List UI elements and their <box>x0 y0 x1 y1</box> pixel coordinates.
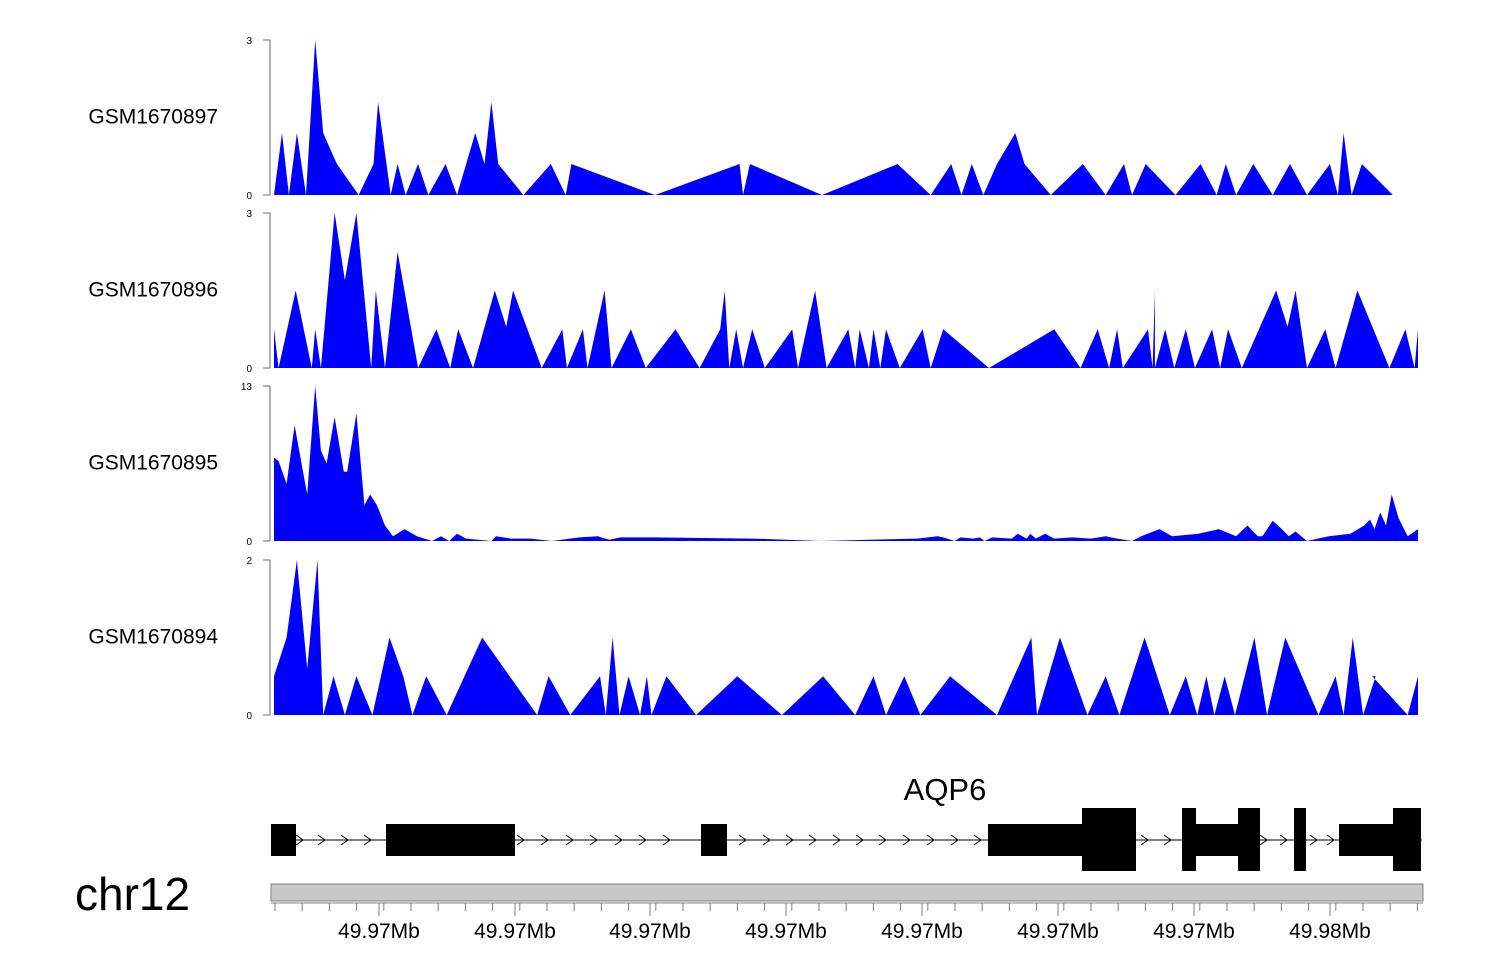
x-tick-label: 49.97Mb <box>745 920 827 943</box>
gene-model-track: AQP6 <box>271 772 1422 871</box>
coverage-area <box>274 560 1418 715</box>
strand-arrow <box>855 834 864 846</box>
strand-arrow <box>785 834 794 846</box>
exon-block <box>1393 808 1421 871</box>
strand-arrow <box>1279 834 1288 846</box>
coverage-area <box>274 40 1393 195</box>
x-tick-label: 49.97Mb <box>338 920 420 943</box>
strand-arrow <box>973 834 982 846</box>
y-tick-label-min: 0 <box>246 537 252 548</box>
strand-arrow <box>950 834 959 846</box>
x-tick-label: 49.97Mb <box>474 920 556 943</box>
strand-arrow <box>638 834 647 846</box>
y-tick-label-min: 0 <box>246 191 252 202</box>
x-tick-label: 49.98Mb <box>1289 920 1371 943</box>
track-label: GSM1670897 <box>88 106 218 129</box>
strand-arrow <box>878 834 887 846</box>
chromosome-label: chr12 <box>75 868 190 920</box>
exon-block <box>1182 808 1196 871</box>
strand-arrow <box>808 834 817 846</box>
strand-arrow <box>363 834 372 846</box>
genome-axis: 49.97Mb 49.97Mb 49.97Mb 49.97Mb 49.97Mb 49.97… <box>271 902 1423 943</box>
strand-arrow <box>902 834 911 846</box>
strand-arrow <box>762 834 771 846</box>
strand-arrow <box>662 834 671 846</box>
exon-block <box>1082 808 1136 871</box>
strand-arrow <box>738 834 747 846</box>
data-tracks: GSM167089730GSM167089630GSM1670895130GSM… <box>88 36 1418 722</box>
strand-arrow <box>317 834 326 846</box>
strand-arrow <box>1163 834 1172 846</box>
strand-arrow <box>340 834 349 846</box>
track-label: GSM1670895 <box>88 452 218 475</box>
track-label: GSM1670894 <box>88 626 218 649</box>
y-tick-label-min: 0 <box>246 364 252 375</box>
ideogram-bar <box>270 883 1424 902</box>
y-tick-label-max: 2 <box>246 556 252 567</box>
strand-arrow <box>832 834 841 846</box>
strand-arrow <box>589 834 598 846</box>
track-gsm1670895: GSM1670895 13 0 <box>88 382 1418 548</box>
strand-arrow <box>614 834 623 846</box>
strand-arrow <box>516 834 525 846</box>
coverage-area <box>274 213 1418 368</box>
exon-block <box>386 824 515 856</box>
y-tick-label-min: 0 <box>246 711 252 722</box>
coverage-area <box>274 386 1418 541</box>
gene-structure <box>271 808 1422 871</box>
x-tick-label: 49.97Mb <box>609 920 691 943</box>
strand-arrow <box>1259 834 1268 846</box>
exon-block <box>1238 808 1260 871</box>
exon-block <box>1339 824 1393 856</box>
exon-block <box>988 824 1082 856</box>
track-label: GSM1670896 <box>88 279 218 302</box>
x-tick-label: 49.97Mb <box>881 920 963 943</box>
strand-arrow <box>1326 834 1335 846</box>
strand-arrow <box>540 834 549 846</box>
exon-block <box>1294 808 1306 871</box>
track-gsm1670897: GSM1670897 3 0 <box>88 36 1393 202</box>
strand-arrow <box>926 834 935 846</box>
x-tick-label: 49.97Mb <box>1017 920 1099 943</box>
exon-block <box>701 824 727 856</box>
strand-arrow <box>295 834 304 846</box>
gene-name: AQP6 <box>904 772 987 807</box>
y-tick-label-max: 13 <box>241 382 253 393</box>
strand-arrow <box>1140 834 1149 846</box>
y-tick-label-max: 3 <box>246 209 252 220</box>
x-tick-label: 49.97Mb <box>1153 920 1235 943</box>
track-gsm1670896: GSM1670896 3 0 <box>88 209 1418 375</box>
exon-block <box>271 824 296 856</box>
strand-arrow <box>565 834 574 846</box>
exon-block <box>1196 824 1238 856</box>
strand-arrow <box>1309 834 1318 846</box>
track-gsm1670894: GSM1670894 2 0 <box>88 556 1418 722</box>
y-tick-label-max: 3 <box>246 36 252 47</box>
